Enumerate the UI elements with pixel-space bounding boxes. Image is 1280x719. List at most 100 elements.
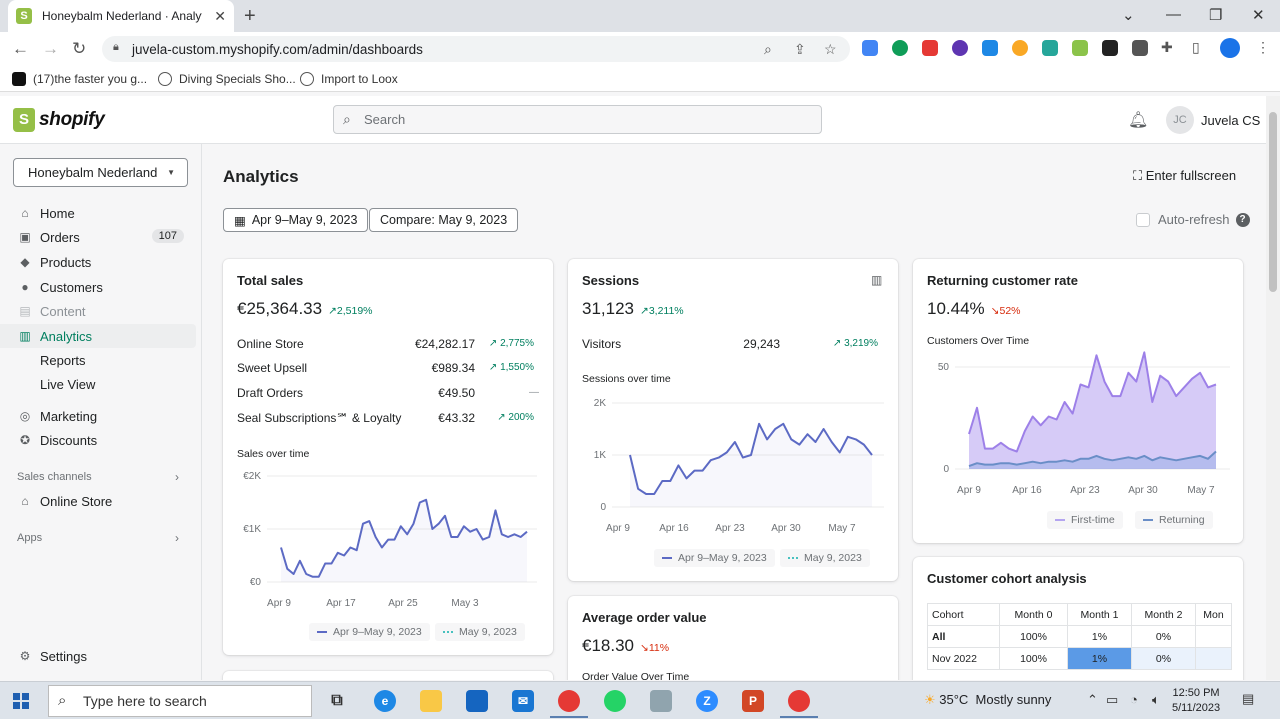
x-tick-label: Apr 23 [1070, 485, 1100, 496]
sidebar-item-reports[interactable]: Reports [40, 352, 86, 368]
page-title: Analytics [223, 167, 299, 186]
bookmark-item[interactable]: Import to Loox [300, 72, 398, 86]
sidebar-item-content[interactable]: ▤ Content [19, 303, 86, 319]
extension-icon[interactable] [1012, 40, 1028, 56]
bookmark-item[interactable]: (17)the faster you g... [12, 72, 147, 86]
profile-avatar[interactable] [1220, 38, 1240, 58]
cohort-card[interactable]: Customer cohort analysis Cohort Month 0 … [913, 557, 1243, 680]
extension-icon[interactable] [1042, 40, 1058, 56]
store-selector[interactable]: Honeybalm Nederland ▼ [13, 158, 188, 187]
whatsapp-icon[interactable] [604, 690, 626, 712]
extension-icon[interactable] [1102, 40, 1118, 56]
fullscreen-button[interactable]: ⛶ Enter fullscreen [1133, 168, 1237, 183]
back-icon[interactable]: ← [12, 39, 29, 58]
file-explorer-icon[interactable] [420, 690, 442, 712]
auto-refresh-checkbox[interactable] [1136, 212, 1150, 227]
y-tick-label: 0 [943, 464, 949, 475]
table-header-row: Cohort Month 0 Month 1 Month 2 Mon [927, 603, 1232, 626]
help-icon[interactable]: ? [1235, 212, 1250, 227]
wifi-icon[interactable]: ◔ [1130, 692, 1138, 707]
zoom-icon[interactable]: ⌕ [764, 41, 772, 57]
new-tab-icon[interactable]: + [244, 5, 256, 27]
taskbar-search-input[interactable]: ⌕ Type here to search [48, 685, 312, 717]
maximize-icon[interactable]: ❐ [1209, 7, 1223, 24]
compare-button[interactable]: Compare: May 9, 2023 [369, 208, 519, 232]
search-input[interactable]: ⌕ Search [333, 105, 822, 134]
battery-icon[interactable]: ▭ [1106, 692, 1119, 707]
sales-channels-header[interactable]: Sales channels › [17, 470, 179, 484]
avatar[interactable]: JC [1166, 106, 1194, 134]
auto-refresh-toggle[interactable]: Auto-refresh ? [1136, 212, 1250, 227]
legend-first-time[interactable]: First-time [1047, 511, 1123, 529]
reload-icon[interactable]: ↻ [72, 39, 87, 58]
extension-icon[interactable] [892, 40, 908, 56]
apps-header[interactable]: Apps › [17, 531, 179, 545]
minimize-icon[interactable]: — [1166, 6, 1181, 23]
browser-menu-icon[interactable]: ⋮ [1256, 39, 1270, 55]
legend-compare[interactable]: May 9, 2023 [780, 549, 870, 567]
legend-current[interactable]: Apr 9–May 9, 2023 [309, 623, 430, 641]
powerpoint-icon[interactable]: P [742, 690, 764, 712]
task-view-icon[interactable]: ⧉ [331, 692, 343, 709]
notification-icon[interactable]: ▤ [1242, 691, 1255, 706]
sidebar-item-discounts[interactable]: ✪ Discounts [19, 432, 98, 448]
bookmark-item[interactable]: Diving Specials Sho... [158, 72, 296, 86]
sidebar-item-home[interactable]: ⌂ Home [0, 201, 196, 225]
chrome-icon[interactable] [788, 690, 810, 712]
volume-icon[interactable]: 🔈︎ [1152, 692, 1160, 707]
legend-returning[interactable]: Returning [1135, 511, 1213, 529]
total-sales-delta: 2,519% [336, 305, 373, 317]
side-panel-icon[interactable]: ▯ [1192, 39, 1200, 55]
user-name[interactable]: Juvela CS [1201, 113, 1261, 128]
sales-chart: €2K €1K €0 Apr 9 Apr 17 Apr 25 May 3 [243, 471, 537, 609]
tab-close-icon[interactable]: ✕ [214, 7, 226, 24]
scrollbar-thumb[interactable] [1269, 112, 1277, 292]
windows-start-icon[interactable] [13, 693, 29, 709]
chart-toggle-icon[interactable]: ▥ [871, 273, 883, 287]
extension-icon[interactable] [952, 40, 968, 56]
extension-icon[interactable] [1132, 40, 1148, 56]
weather-widget[interactable]: ☀ 35°C Mostly sunny [924, 692, 1052, 707]
legend-current[interactable]: Apr 9–May 9, 2023 [654, 549, 775, 567]
sidebar-item-marketing[interactable]: ◎ Marketing [19, 408, 98, 424]
extension-icon[interactable] [1072, 40, 1088, 56]
bookmark-star-icon[interactable]: ☆ [824, 41, 837, 57]
address-bar[interactable]: 🔒︎ juvela-custom.myshopify.com/admin/das… [102, 36, 850, 62]
shopify-logo[interactable]: S shopify [13, 108, 105, 132]
extension-icon[interactable] [862, 40, 878, 56]
date-range-button[interactable]: ▦ Apr 9–May 9, 2023 [223, 208, 369, 232]
forward-icon[interactable]: → [42, 39, 59, 58]
caret-down-icon: ▼ [167, 168, 175, 177]
notification-bell-icon[interactable]: 🔔︎ [1128, 112, 1149, 129]
sidebar-item-products[interactable]: ◆ Products [0, 250, 196, 274]
sidebar-item-orders[interactable]: ▣ Orders 107 [0, 225, 196, 249]
total-sales-card[interactable]: Total sales €25,364.33 ↗2,519% Online Sto… [223, 259, 553, 655]
page-scrollbar[interactable] [1266, 96, 1280, 680]
share-icon[interactable]: ⇪ [794, 41, 806, 57]
extensions-puzzle-icon[interactable]: ✚ [1161, 39, 1173, 55]
edge-icon[interactable]: e [374, 690, 396, 712]
aov-card[interactable]: Average order value €18.30 ↘11% Order Val… [568, 596, 898, 680]
window-close-icon[interactable]: ✕ [1252, 7, 1265, 24]
sidebar-item-live-view[interactable]: Live View [40, 376, 96, 392]
returning-rate-card[interactable]: Returning customer rate 10.44% ↘52% Custo… [913, 259, 1243, 543]
tray-chevron-icon[interactable]: ⌃ [1087, 692, 1098, 707]
sessions-card[interactable]: Sessions ▥ 31,123 ↗3,211% Visitors 29,243… [568, 259, 898, 581]
x-tick-label: Apr 9 [957, 485, 981, 496]
sidebar-item-customers[interactable]: ● Customers [0, 275, 196, 299]
sidebar-item-analytics[interactable]: ▥ Analytics [0, 324, 196, 348]
chrome-icon[interactable] [558, 690, 580, 712]
sidebar-item-online-store[interactable]: ⌂ Online Store [0, 489, 196, 513]
legend-compare[interactable]: May 9, 2023 [435, 623, 525, 641]
store-icon[interactable] [466, 690, 488, 712]
tab-search-chevron-icon[interactable]: ⌄ [1122, 7, 1135, 24]
extension-icon[interactable] [982, 40, 998, 56]
app-icon[interactable] [650, 690, 672, 712]
x-tick-label: Apr 16 [1012, 485, 1042, 496]
zoom-icon[interactable]: Z [696, 690, 718, 712]
system-clock[interactable]: 12:50 PM 5/11/2023 [1172, 687, 1221, 714]
sidebar-item-settings[interactable]: ⚙ Settings [19, 648, 87, 664]
extension-icon[interactable] [922, 40, 938, 56]
mail-icon[interactable]: ✉ [512, 690, 534, 712]
browser-tab[interactable]: S Honeybalm Nederland · Analytics ✕ [8, 0, 234, 32]
